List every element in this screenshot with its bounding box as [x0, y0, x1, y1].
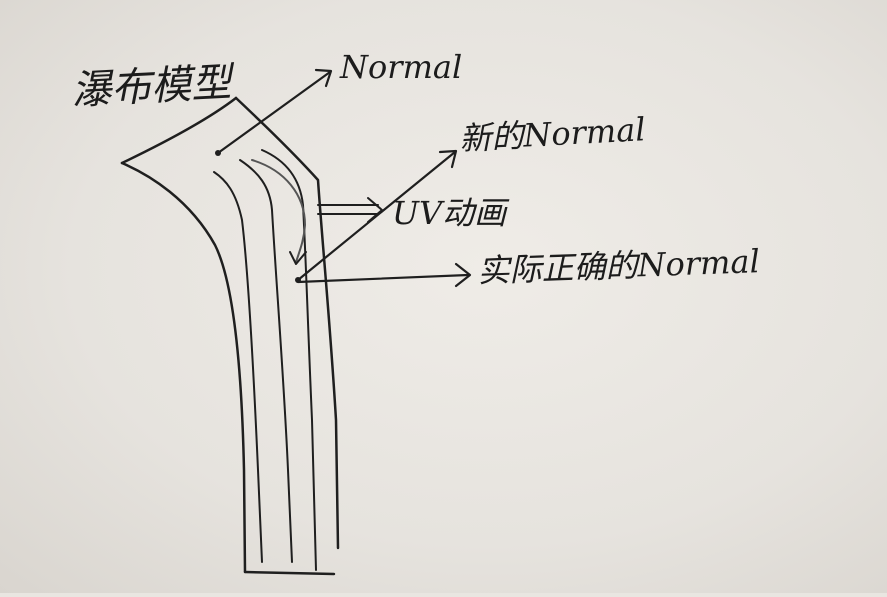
waterfall-left-edge — [120, 161, 247, 574]
waterfall-bottom-edge — [243, 570, 336, 576]
title-label: 瀑布模型 — [70, 59, 237, 114]
surface-flow-curve — [251, 159, 306, 263]
flow-line-1 — [213, 171, 263, 563]
waterfall-top-edge — [120, 96, 238, 165]
new-normal-arrowhead — [438, 149, 458, 169]
correct-normal-arrowhead — [454, 262, 472, 288]
normal-arrow — [216, 70, 332, 155]
normal-label: Normal — [339, 48, 462, 86]
normal-arrowhead — [314, 68, 333, 88]
surface-flow-arrowhead — [289, 251, 307, 265]
correct-normal-label: 实际正确的Normal — [477, 242, 760, 290]
correct-normal-arrow — [296, 273, 470, 284]
new-normal-label: 新的Normal — [458, 110, 646, 158]
flow-line-2 — [239, 159, 293, 563]
waterfall-right-edge — [234, 96, 340, 550]
uv-arrowhead — [367, 197, 383, 223]
uv-animation-label: UV动画 — [392, 194, 510, 232]
